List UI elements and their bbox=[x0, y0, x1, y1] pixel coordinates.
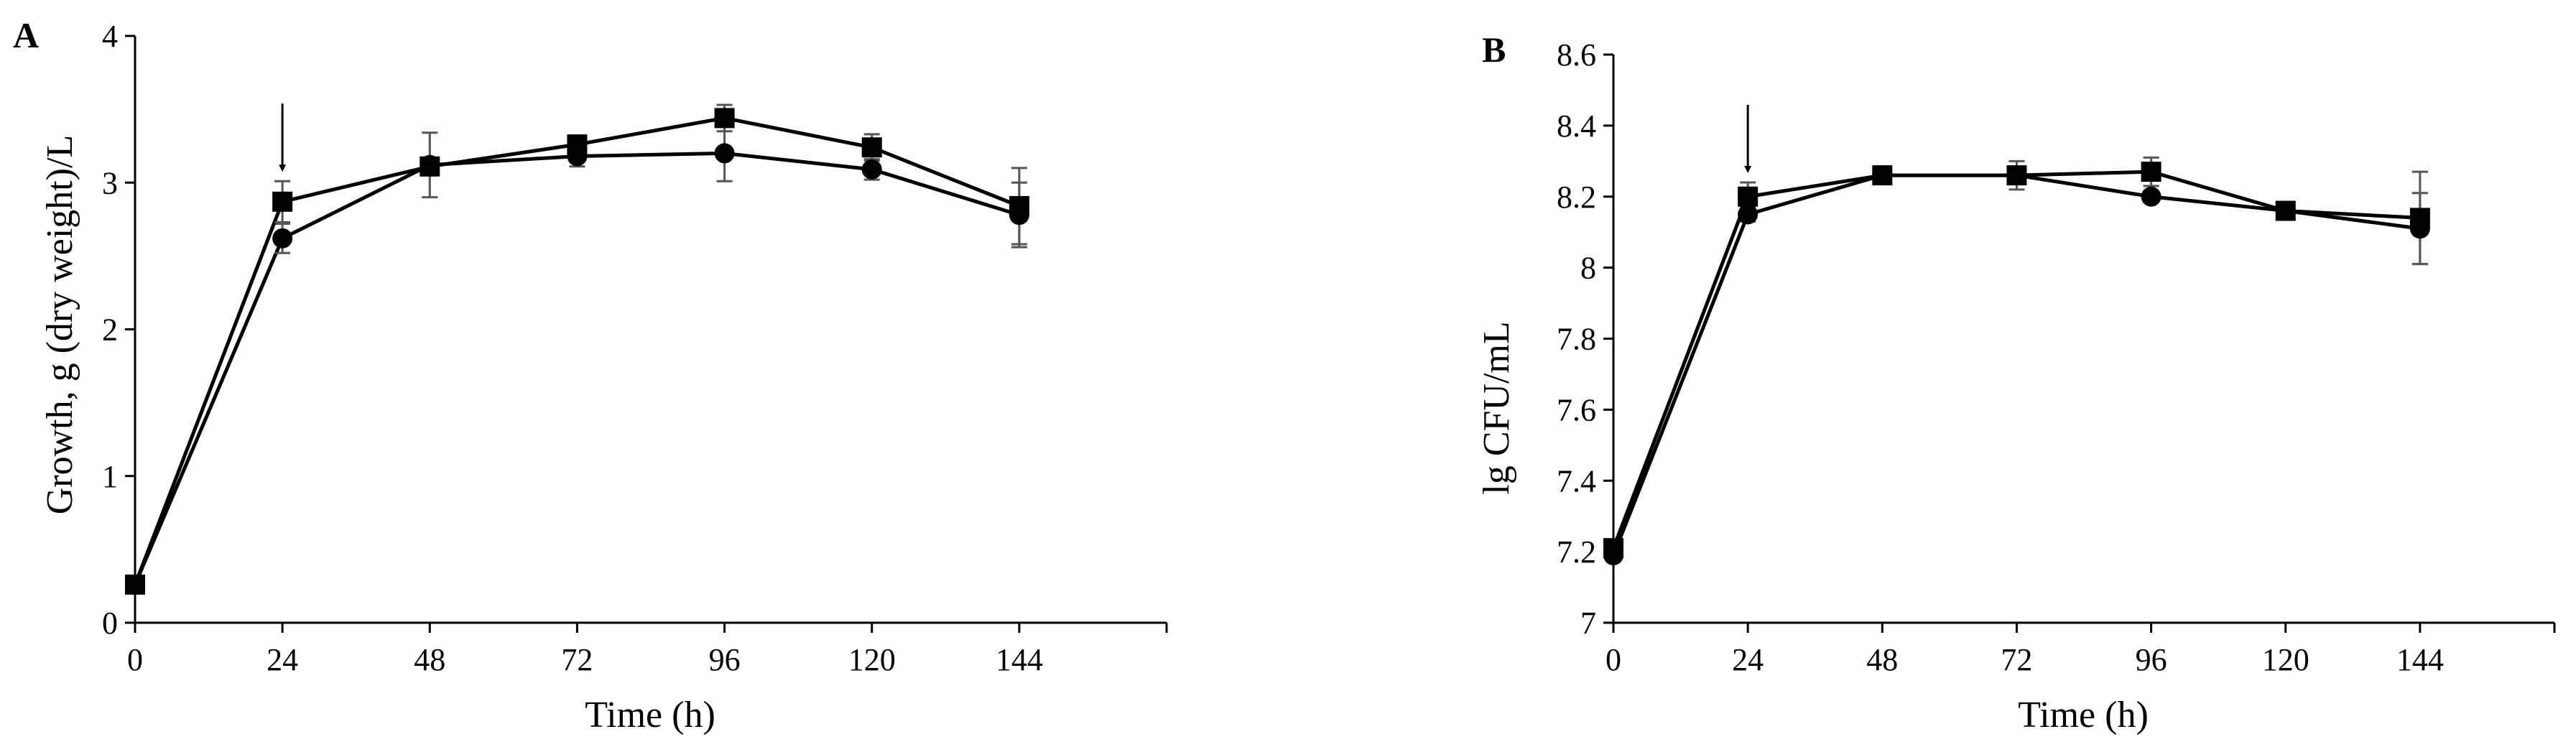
x-tick-label-b: 72 bbox=[2001, 642, 2032, 677]
data-point-circle-a bbox=[714, 143, 735, 164]
plot-area-b: 7 7.2 7.4 7.6 7.8 8 8.2 8.4 8.6 0 24 48 72 96 120 144 bbox=[1557, 37, 2556, 677]
y-tick-label-b: 8 bbox=[1580, 251, 1596, 286]
data-point-square-a bbox=[861, 137, 882, 158]
series-line-square-b bbox=[1611, 170, 2420, 549]
plot-area-a: 0 1 2 3 4 0 24 48 72 96 120 144 bbox=[102, 19, 1168, 677]
x-tick-label-a: 144 bbox=[996, 642, 1043, 677]
data-point-square-a bbox=[714, 108, 735, 129]
x-tick-label-a: 120 bbox=[848, 642, 896, 677]
data-point-square-a bbox=[272, 191, 293, 212]
data-point-square-b bbox=[1738, 186, 1759, 207]
data-point-square-b bbox=[1872, 165, 1893, 186]
x-axis-title-a: Time (h) bbox=[585, 695, 715, 736]
x-tick-label-a: 72 bbox=[561, 642, 593, 677]
y-axis-title-b: lg CFU/mL bbox=[1476, 321, 1517, 494]
chart-panel-b: B lg CFU/mL Time (h) 7 7.2 7.4 7.6 7.8 8 8.2 8.… bbox=[1476, 29, 2556, 736]
x-tick-label-b: 24 bbox=[1732, 642, 1764, 677]
y-tick-label-b: 7.8 bbox=[1557, 322, 1596, 357]
x-tick-label-a: 96 bbox=[709, 642, 741, 677]
data-point-square-a bbox=[125, 574, 145, 595]
y-tick-label-b: 8.2 bbox=[1557, 180, 1596, 215]
y-axis-title-a: Growth, g (dry weight)/L bbox=[40, 135, 80, 515]
x-tick-label-a: 48 bbox=[414, 642, 445, 677]
x-tick-label-b: 144 bbox=[2396, 642, 2444, 677]
data-point-square-a bbox=[1009, 195, 1029, 216]
chart-panel-a: A Growth, g (dry weight)/L Time (h) 0 1 2 3… bbox=[13, 15, 1168, 736]
x-tick-label-b: 96 bbox=[2136, 642, 2167, 677]
y-tick-label-a: 3 bbox=[102, 165, 118, 200]
data-point-circle-a bbox=[861, 159, 882, 180]
x-tick-label-b: 0 bbox=[1606, 642, 1621, 677]
data-point-square-b bbox=[2141, 162, 2162, 182]
panel-label-a: A bbox=[13, 15, 39, 55]
y-tick-label-b: 7.2 bbox=[1557, 534, 1596, 570]
y-tick-label-a: 1 bbox=[102, 459, 118, 494]
data-point-square-a bbox=[567, 134, 588, 155]
data-point-circle-b bbox=[2141, 186, 2162, 207]
data-point-square-b bbox=[2006, 165, 2027, 186]
x-tick-label-a: 24 bbox=[267, 642, 298, 677]
x-tick-label-b: 48 bbox=[1866, 642, 1898, 677]
x-axis-title-b: Time (h) bbox=[2018, 695, 2149, 736]
series-line-square-a bbox=[133, 116, 1020, 585]
data-point-square-b bbox=[2275, 200, 2296, 221]
y-tick-label-a: 2 bbox=[102, 312, 118, 348]
data-point-circle-a bbox=[272, 228, 293, 249]
data-point-square-a bbox=[420, 156, 440, 177]
x-tick-label-a: 0 bbox=[127, 642, 143, 677]
data-point-circle-b bbox=[1738, 204, 1759, 225]
y-tick-label-b: 7.6 bbox=[1557, 392, 1596, 427]
series-line-circle-a bbox=[133, 151, 1020, 585]
data-point-square-b bbox=[1603, 538, 1623, 559]
data-point-square-b bbox=[2409, 208, 2430, 228]
y-tick-label-b: 8.6 bbox=[1557, 37, 1596, 73]
x-tick-label-b: 120 bbox=[2262, 642, 2309, 677]
y-tick-label-a: 0 bbox=[102, 606, 118, 641]
y-tick-label-b: 7 bbox=[1580, 606, 1596, 641]
panel-label-b: B bbox=[1482, 29, 1506, 70]
y-tick-label-a: 4 bbox=[102, 19, 118, 54]
y-tick-label-b: 8.4 bbox=[1557, 108, 1596, 144]
y-tick-label-b: 7.4 bbox=[1557, 463, 1596, 498]
